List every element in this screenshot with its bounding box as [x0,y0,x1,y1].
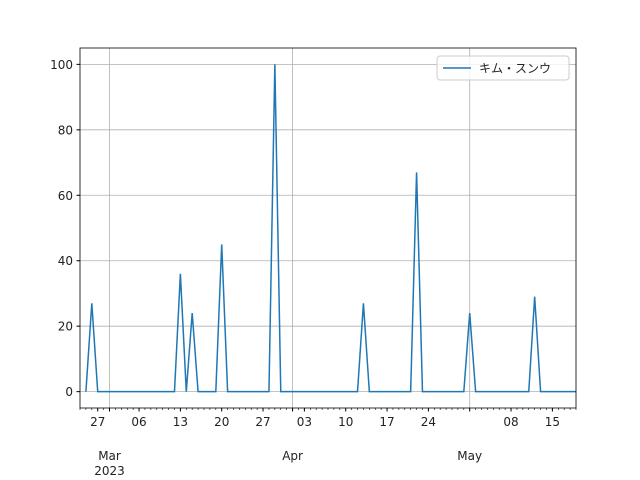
x-major-label: Apr [282,449,303,463]
x-tick-label: 27 [90,415,105,429]
x-tick-label: 13 [173,415,188,429]
y-tick-label: 40 [58,254,73,268]
x-tick-label: 06 [131,415,146,429]
plot-frame [79,47,577,409]
x-tick-label: 08 [503,415,518,429]
x-tick-label: 27 [255,415,270,429]
y-tick-label: 0 [65,385,73,399]
x-tick-label: 17 [379,415,394,429]
x-tick-label: 24 [421,415,436,429]
legend-label: キム・スンウ [479,62,551,76]
x-major-label: Mar [98,449,121,463]
y-tick-label: 80 [58,123,73,137]
x-major-label: May [457,449,482,463]
y-tick-label: 20 [58,320,73,334]
line-series [85,64,576,393]
y-tick-label: 100 [50,58,73,72]
y-tick-label: 60 [58,189,73,203]
x-tick-label: 15 [545,415,560,429]
x-tick-label: 20 [214,415,229,429]
x-tick-label: 10 [338,415,353,429]
x-tick-label: 03 [297,415,312,429]
x-offset-label: 2023 [94,464,125,478]
legend-box [436,55,570,81]
